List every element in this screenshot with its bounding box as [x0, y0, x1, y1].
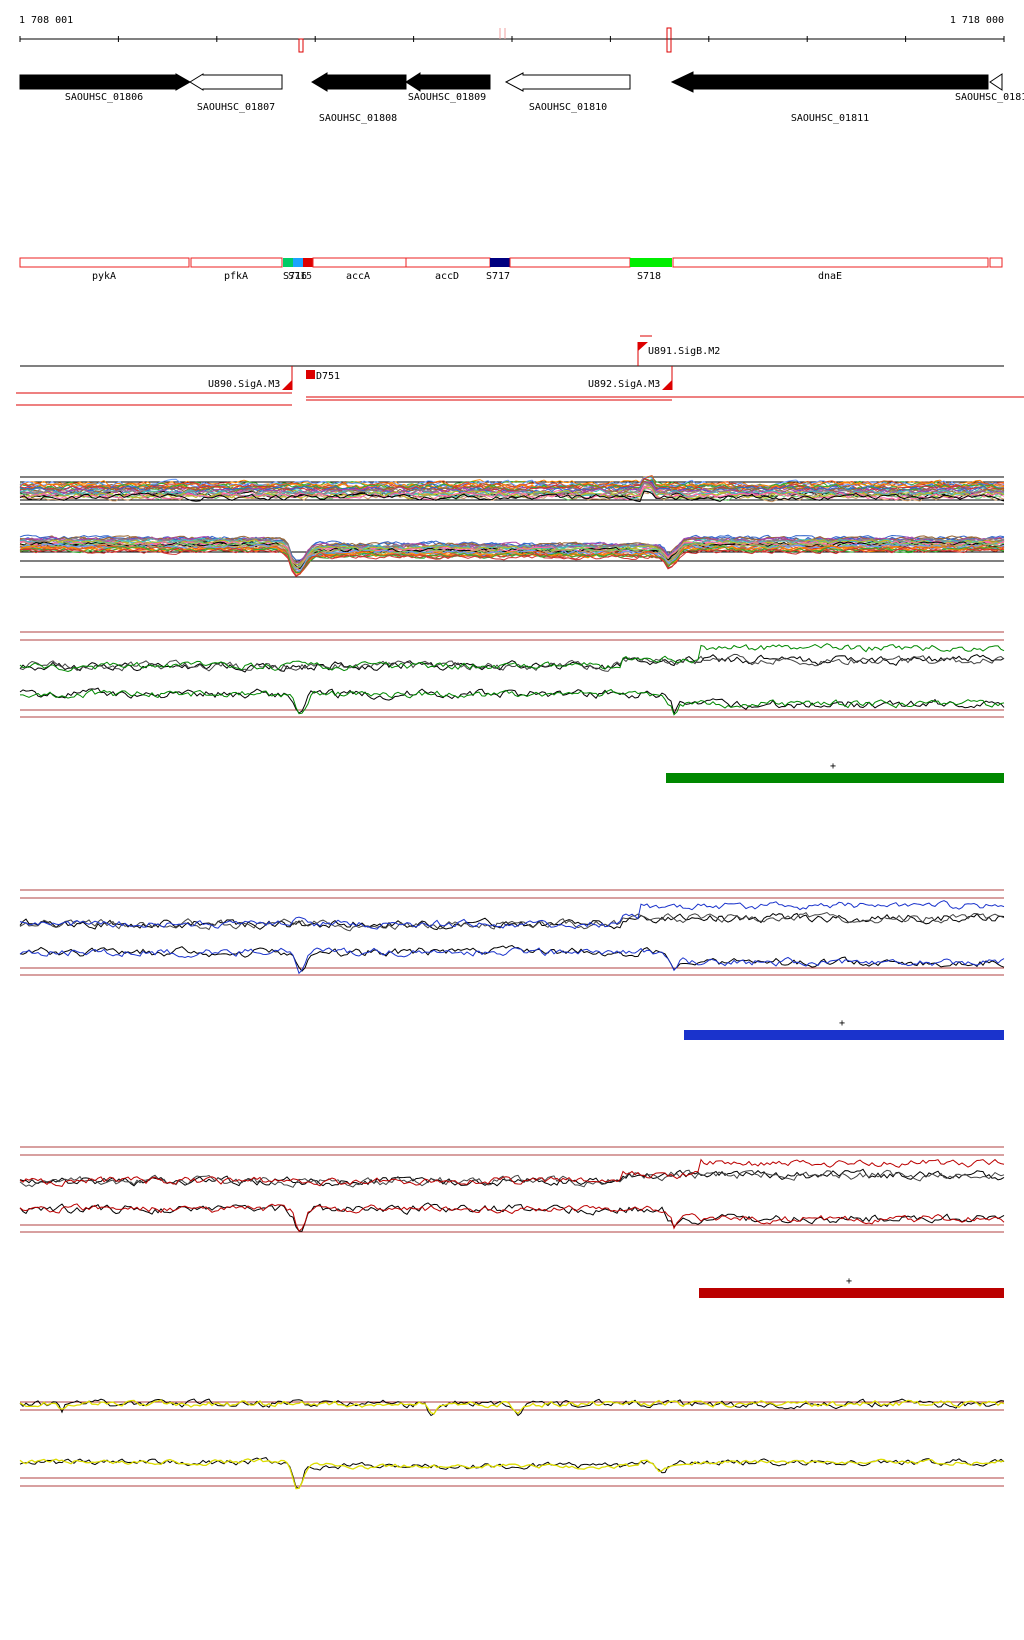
feature-intergenic[interactable]	[509, 257, 631, 268]
promoter-label: U890.SigA.M3	[208, 379, 280, 390]
blue-condition-track	[19, 889, 1005, 976]
blue-segment[interactable]	[684, 1030, 1004, 1040]
terminator-d751[interactable]: D751	[306, 370, 340, 382]
control-trace	[19, 687, 1005, 716]
ruler-start-label: 1 708 001	[19, 15, 73, 26]
green-segment[interactable]	[666, 773, 1004, 783]
gene-saouhsc-01807[interactable]: SAOUHSC_01807	[189, 73, 283, 113]
control-trace	[19, 654, 1005, 673]
gene-label: SAOUHSC_01811	[791, 113, 869, 124]
condition-trace	[19, 1399, 1005, 1415]
segment-label: +	[830, 761, 836, 772]
gene-label: SAOUHSC_0181	[955, 92, 1024, 103]
feature-label: pykA	[92, 271, 116, 282]
gene-label: SAOUHSC_01807	[197, 102, 275, 113]
sample-trace-top	[19, 481, 1005, 495]
feature-s715-block[interactable]	[293, 258, 303, 267]
feature-pyka[interactable]	[19, 257, 190, 268]
segment-track: + + +	[666, 761, 1004, 1298]
feature-label: S716	[283, 271, 307, 282]
condition-trace	[19, 947, 1005, 975]
segment-label: +	[839, 1018, 845, 1029]
condition-trace	[19, 1203, 1005, 1232]
yellow-condition-track	[19, 1398, 1005, 1490]
ruler-ticks	[19, 36, 1005, 42]
control-trace	[19, 1169, 1005, 1188]
sample-trace-top	[19, 486, 1005, 501]
condition-trace	[20, 688, 1005, 716]
sample-trace-top	[19, 490, 1005, 503]
condition-trace	[19, 1158, 1005, 1187]
feature-track: pykA pfkA S716 S715 accA accD S717 S718 …	[19, 257, 1003, 282]
multi-sample-track	[19, 475, 1005, 578]
feature-label: pfkA	[224, 271, 248, 282]
sample-trace-bottom	[19, 537, 1005, 568]
feature-s715b-block[interactable]	[303, 258, 313, 267]
feature-acca[interactable]	[312, 257, 407, 268]
control-trace	[19, 911, 1005, 932]
expression-tracks	[19, 475, 1005, 1490]
condition-trace	[19, 643, 1005, 673]
red-segment[interactable]	[699, 1288, 1004, 1298]
promoter-u890[interactable]: U890.SigA.M3	[208, 366, 293, 390]
gene-label: SAOUHSC_01806	[65, 92, 143, 103]
control-trace	[19, 1457, 1005, 1489]
feature-s717-block[interactable]	[490, 258, 510, 267]
gene-saouhsc-01810[interactable]: SAOUHSC_01810	[504, 72, 631, 113]
feature-label: accA	[346, 271, 370, 282]
feature-pfka[interactable]	[190, 257, 283, 268]
gene-label: SAOUHSC_01808	[319, 113, 397, 124]
promoter-label: U892.SigA.M3	[588, 379, 660, 390]
sample-trace-top	[19, 475, 1005, 490]
condition-trace	[19, 1458, 1005, 1490]
feature-label: accD	[435, 271, 459, 282]
control-trace	[19, 1202, 1005, 1232]
promoter-u891[interactable]: U891.SigB.M2	[637, 342, 720, 366]
gene-saouhsc-01809[interactable]: SAOUHSC_01809	[405, 72, 491, 103]
feature-s718-block[interactable]	[630, 258, 672, 267]
ruler-marker	[666, 27, 672, 53]
sample-trace-bottom	[19, 546, 1005, 578]
condition-trace	[19, 900, 1005, 930]
gene-label: SAOUHSC_01809	[408, 92, 486, 103]
feature-partial[interactable]	[989, 257, 1003, 268]
sample-trace-bottom	[19, 544, 1004, 575]
sample-trace-bottom	[19, 543, 1005, 572]
feature-label: S715	[288, 271, 312, 282]
gene-saouhsc-01808[interactable]: SAOUHSC_01808	[311, 72, 407, 124]
segment-label: +	[846, 1276, 852, 1287]
feature-dnae[interactable]	[672, 257, 989, 268]
ruler-marker	[298, 38, 304, 53]
terminator-label: D751	[316, 371, 340, 382]
ruler-end-label: 1 718 000	[950, 15, 1004, 26]
control-trace	[19, 944, 1005, 972]
promoter-track: U891.SigB.M2 U890.SigA.M3 U892.SigA.M3 D…	[16, 335, 1024, 406]
coordinate-ruler: 1 708 001 1 718 000	[19, 15, 1005, 53]
red-condition-track	[19, 1146, 1005, 1233]
gene-saouhsc-0181x[interactable]: SAOUHSC_0181	[955, 73, 1024, 103]
feature-s716-block[interactable]	[283, 258, 293, 267]
promoter-label: U891.SigB.M2	[648, 346, 720, 357]
feature-label: S717	[486, 271, 510, 282]
promoter-u892[interactable]: U892.SigA.M3	[588, 366, 673, 390]
green-condition-track	[19, 631, 1005, 718]
gene-track: SAOUHSC_01806 SAOUHSC_01807 SAOUHSC_0180…	[19, 71, 1024, 124]
gene-label: SAOUHSC_01810	[529, 102, 607, 113]
control-trace	[19, 912, 1005, 931]
feature-label: S718	[637, 271, 661, 282]
control-trace	[19, 653, 1005, 672]
feature-label: dnaE	[818, 271, 842, 282]
sample-trace-top	[19, 480, 1005, 491]
gene-saouhsc-01806[interactable]: SAOUHSC_01806	[19, 73, 192, 103]
feature-accd[interactable]	[405, 257, 491, 268]
gene-saouhsc-01811[interactable]: SAOUHSC_01811	[670, 71, 989, 124]
